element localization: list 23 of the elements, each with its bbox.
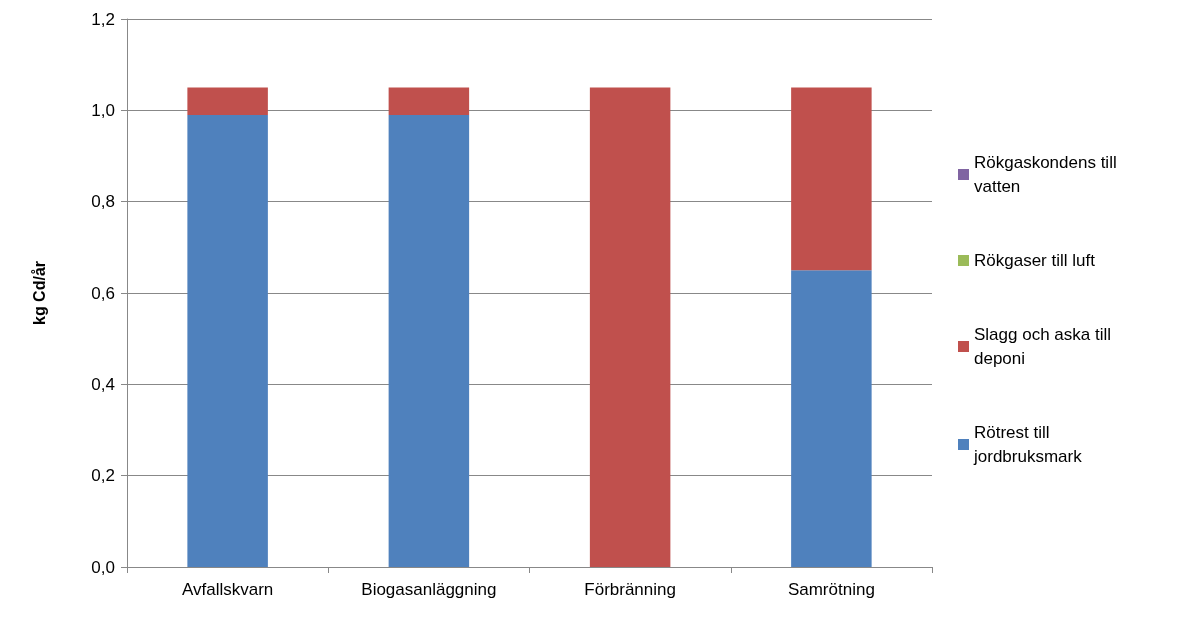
- x-tick-label: Biogasanläggning: [361, 580, 497, 599]
- y-tick-label: 0,2: [91, 466, 115, 486]
- x-tick-label: Avfallskvarn: [181, 580, 274, 599]
- y-tick-label: 0,0: [91, 557, 115, 577]
- bar: [791, 87, 872, 271]
- legend-label: Rötrest till jordbruksmark: [973, 423, 1083, 466]
- y-tick-label: 0,6: [91, 283, 115, 303]
- x-tick-label: Förbränning: [584, 580, 676, 599]
- bar: [388, 114, 470, 567]
- bar: [187, 87, 268, 115]
- bar: [187, 114, 268, 567]
- y-tick-label: 0,4: [91, 374, 115, 394]
- bar: [791, 270, 872, 567]
- y-tick-label: 1,2: [91, 9, 115, 29]
- legend-label: Slagg och aska till deponi: [974, 325, 1116, 368]
- y-tick-label: 0,8: [91, 192, 115, 212]
- legend-label: Rökgaser till luft: [974, 251, 1096, 270]
- y-tick-label: 1,0: [91, 100, 115, 120]
- bar: [388, 87, 470, 115]
- y-axis-title: kg Cd/år: [30, 260, 48, 326]
- bar: [589, 87, 671, 567]
- legend-label: Rökgaskondens till vatten: [974, 153, 1122, 196]
- x-tick-label: Samrötning: [787, 580, 875, 599]
